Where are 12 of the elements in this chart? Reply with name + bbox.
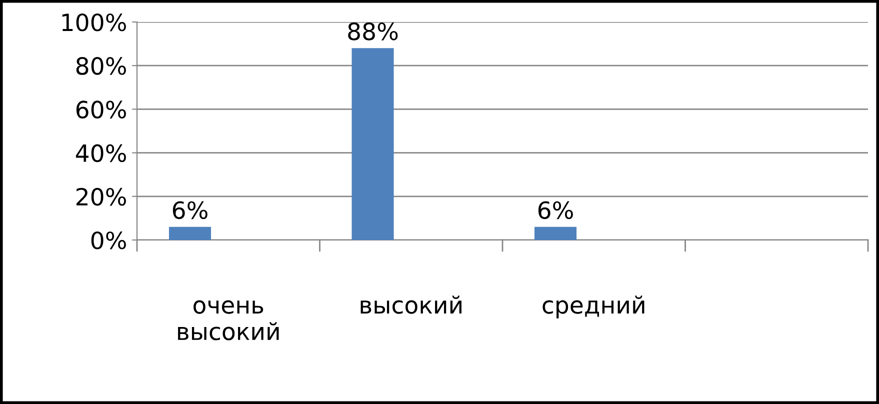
y-tick-label: 20% xyxy=(76,188,126,206)
x-tick-label: высокий xyxy=(360,296,462,314)
y-tick-label: 40% xyxy=(76,144,126,162)
data-label: 6% xyxy=(538,201,573,220)
x-tick-label: очень высокий xyxy=(178,300,279,340)
y-tick-label: 0% xyxy=(91,231,126,250)
y-tick-label: 100% xyxy=(62,13,126,32)
y-tick-label: 80% xyxy=(76,57,126,75)
x-tick-label: средний xyxy=(542,296,644,318)
data-label: 6% xyxy=(172,201,208,220)
y-tick-label: 60% xyxy=(76,100,126,119)
data-label: 88% xyxy=(348,22,398,40)
